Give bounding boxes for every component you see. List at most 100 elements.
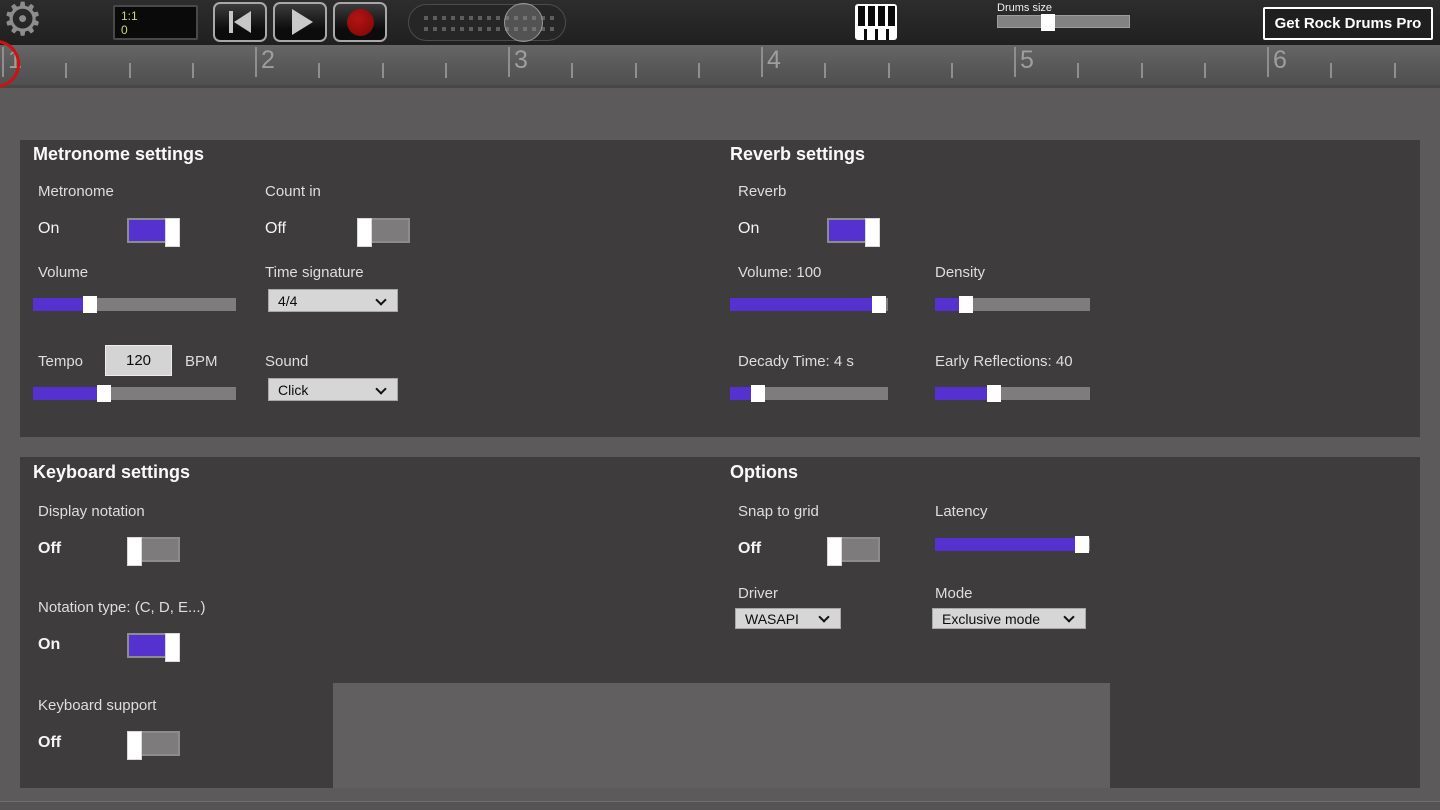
time-signature-value: 4/4 — [278, 292, 298, 309]
record-icon — [346, 8, 374, 36]
time-signature-label: Time signature — [265, 264, 364, 281]
snap-to-grid-state-label: Off — [738, 540, 762, 557]
tempo-input[interactable] — [105, 345, 172, 376]
ruler-minor-tick — [129, 63, 131, 78]
chevron-down-icon — [818, 611, 830, 623]
tempo-wheel-knob[interactable] — [504, 3, 543, 42]
ruler-minor-tick — [1204, 63, 1206, 78]
reverb-toggle[interactable] — [827, 218, 880, 247]
time-signature-dropdown[interactable]: 4/4 — [268, 289, 398, 312]
driver-label: Driver — [738, 585, 778, 602]
settings-gear-icon[interactable]: ⚙ — [2, 0, 44, 46]
ruler-major-tick — [761, 47, 763, 77]
density-thumb[interactable] — [959, 296, 973, 313]
ruler-minor-tick — [824, 63, 826, 78]
ruler-minor-tick — [571, 63, 573, 78]
latency-thumb[interactable] — [1075, 536, 1090, 553]
ruler-minor-tick — [65, 63, 67, 78]
tempo-thumb[interactable] — [97, 385, 112, 402]
play-icon — [292, 9, 313, 35]
drums-size-slider[interactable] — [997, 14, 1130, 31]
reverb-volume-label: Volume: 100 — [738, 264, 822, 281]
ruler-minor-tick — [1077, 63, 1079, 78]
ruler-minor-tick — [635, 63, 637, 78]
ruler-major-tick — [1014, 47, 1016, 77]
ruler-major-tick — [255, 47, 257, 77]
ruler-minor-tick — [1330, 63, 1332, 78]
skip-to-start-button[interactable] — [213, 2, 267, 42]
keyboard-settings-title: Keyboard settings — [33, 462, 191, 482]
decay-time-slider[interactable] — [730, 385, 888, 402]
display-notation-toggle[interactable] — [127, 537, 180, 566]
metronome-volume-slider[interactable] — [33, 296, 236, 313]
ruler-minor-tick — [951, 63, 953, 78]
ruler-minor-tick — [382, 63, 384, 78]
driver-value: WASAPI — [745, 610, 799, 627]
play-button[interactable] — [273, 2, 327, 42]
ruler-minor-tick — [445, 63, 447, 78]
metronome-label: Metronome — [38, 183, 114, 200]
drums-size-thumb[interactable] — [1040, 14, 1055, 31]
decay-time-label: Decady Time: 4 s — [738, 353, 854, 370]
ruler-minor-tick — [318, 63, 320, 78]
record-button[interactable] — [333, 2, 387, 42]
early-reflections-slider[interactable] — [935, 385, 1090, 402]
sound-value: Click — [278, 381, 309, 398]
settings-panel-bottom: Keyboard settings Display notation Off N… — [20, 457, 1420, 788]
notation-type-label: Notation type: (C, D, E...) — [38, 599, 206, 616]
chevron-down-icon — [375, 294, 387, 306]
metronome-volume-label: Volume — [38, 264, 89, 281]
density-slider[interactable] — [935, 296, 1090, 313]
count-in-toggle[interactable] — [357, 218, 410, 247]
keyboard-support-toggle[interactable] — [127, 731, 180, 760]
ruler-minor-tick — [888, 63, 890, 78]
mode-label: Mode — [935, 585, 973, 602]
count-in-label: Count in — [265, 183, 321, 200]
driver-dropdown[interactable]: WASAPI — [735, 608, 841, 629]
drums-size-label: Drums size — [997, 2, 1053, 14]
ruler-major-tick — [508, 47, 510, 77]
ruler-measure-number: 6 — [1273, 46, 1287, 74]
tempo-wheel-slider[interactable] — [408, 3, 566, 42]
reverb-settings-title: Reverb settings — [730, 144, 866, 164]
decay-time-thumb[interactable] — [751, 385, 766, 402]
early-reflections-thumb[interactable] — [986, 385, 1001, 402]
bottom-status-strip — [0, 801, 1440, 810]
display-notation-label: Display notation — [38, 503, 145, 520]
reverb-label: Reverb — [738, 183, 787, 200]
chevron-down-icon — [375, 383, 387, 395]
reverb-state-label: On — [738, 220, 760, 237]
snap-to-grid-toggle[interactable] — [827, 537, 880, 566]
mode-dropdown[interactable]: Exclusive mode — [932, 608, 1086, 629]
ruler-minor-tick — [1394, 63, 1396, 78]
metronome-state-label: On — [38, 220, 60, 237]
ruler-measure-number: 4 — [767, 46, 781, 74]
density-label: Density — [935, 264, 986, 281]
count-in-state-label: Off — [265, 220, 287, 237]
display-notation-state-label: Off — [38, 540, 62, 557]
notation-type-toggle[interactable] — [127, 633, 180, 662]
latency-slider[interactable] — [935, 536, 1090, 553]
metronome-settings-title: Metronome settings — [33, 144, 205, 164]
piano-keyboard-icon[interactable] — [855, 4, 897, 40]
get-pro-button[interactable]: Get Rock Drums Pro — [1263, 7, 1433, 40]
chevron-down-icon — [1063, 611, 1075, 623]
tempo-slider[interactable] — [33, 385, 236, 402]
top-toolbar: ⚙ 1:1 0 — [0, 0, 1440, 46]
reverb-volume-slider[interactable] — [730, 296, 888, 313]
reverb-volume-thumb[interactable] — [871, 296, 886, 313]
keyboard-support-label: Keyboard support — [38, 697, 157, 714]
sound-dropdown[interactable]: Click — [268, 378, 398, 401]
ruler-minor-tick — [698, 63, 700, 78]
ruler-minor-tick — [192, 63, 194, 78]
position-display-bar-beat: 1:1 — [121, 9, 138, 23]
metronome-volume-thumb[interactable] — [82, 296, 97, 313]
position-display-value: 0 — [121, 23, 128, 37]
keyboard-support-state-label: Off — [38, 734, 62, 751]
get-pro-button-label: Get Rock Drums Pro — [1274, 15, 1422, 32]
notation-type-state-label: On — [38, 636, 61, 653]
tempo-label: Tempo — [38, 353, 84, 370]
metronome-toggle[interactable] — [127, 218, 180, 247]
mode-value: Exclusive mode — [942, 610, 1041, 627]
